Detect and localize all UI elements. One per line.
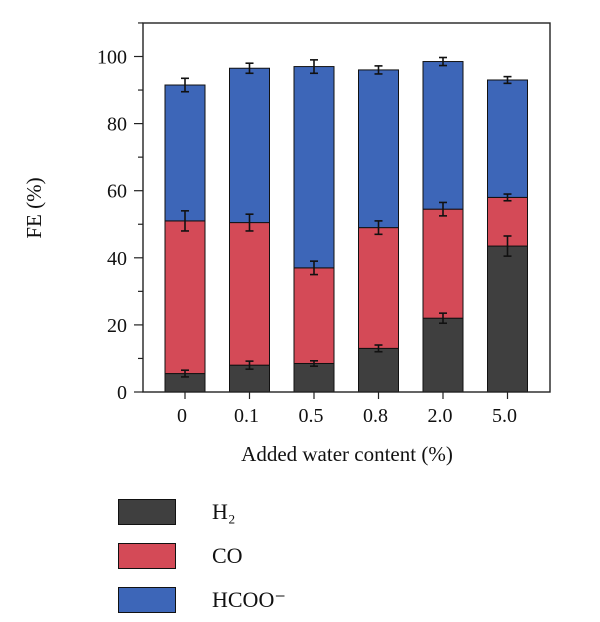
legend: H₂ CO HCOO⁻: [118, 490, 286, 622]
bar-h2: [293, 362, 335, 393]
bar-hcoo: [164, 84, 206, 222]
y-tick-label: 60: [107, 181, 127, 203]
y-axis-title: FE (%): [22, 177, 46, 238]
bar-h2: [422, 317, 464, 393]
y-tick-label: 0: [117, 382, 127, 404]
bar-hcoo: [487, 79, 528, 198]
bar-hcoo: [293, 66, 335, 269]
legend-label-h2: H₂: [212, 499, 236, 524]
error-bars: [181, 56, 512, 378]
legend-item-co: CO: [118, 534, 286, 578]
x-tick-label: 0.8: [363, 405, 388, 427]
legend-swatch-h2: [118, 499, 176, 525]
legend-label-co: CO: [212, 543, 243, 568]
y-tick-label: 20: [107, 315, 127, 337]
bars: [164, 61, 528, 393]
x-tick-label: 0: [177, 405, 187, 427]
bar-h2: [358, 347, 399, 393]
x-tick-label: 0.1: [234, 405, 259, 427]
x-tick-label: 5.0: [492, 405, 517, 427]
legend-swatch-co: [118, 543, 176, 569]
plot-frame: [142, 22, 551, 393]
bar-co: [358, 227, 399, 349]
legend-item-h2: H₂: [118, 490, 286, 534]
y-tick-label: 100: [97, 47, 127, 69]
y-tick-label: 40: [107, 248, 127, 270]
legend-swatch-hcoo: [118, 587, 176, 613]
bar-co: [293, 267, 335, 364]
x-tick-label: 0.5: [299, 405, 324, 427]
x-axis-ticks: 0 0.1 0.5 0.8 2.0 5.0: [177, 392, 517, 427]
legend-item-hcoo: HCOO⁻: [118, 578, 286, 622]
y-tick-label: 80: [107, 114, 127, 136]
bar-co: [164, 220, 206, 375]
y-axis-ticks: 0 20 40 60 80 100: [97, 22, 143, 404]
bar-co: [422, 208, 464, 319]
bar-co: [229, 222, 270, 366]
bar-hcoo: [358, 69, 399, 229]
legend-label-hcoo: HCOO⁻: [212, 587, 286, 612]
bar-h2: [487, 245, 528, 393]
bar-hcoo: [229, 67, 270, 224]
bar-hcoo: [422, 61, 464, 210]
x-tick-label: 2.0: [428, 405, 453, 427]
x-axis-title: Added water content (%): [241, 442, 453, 466]
